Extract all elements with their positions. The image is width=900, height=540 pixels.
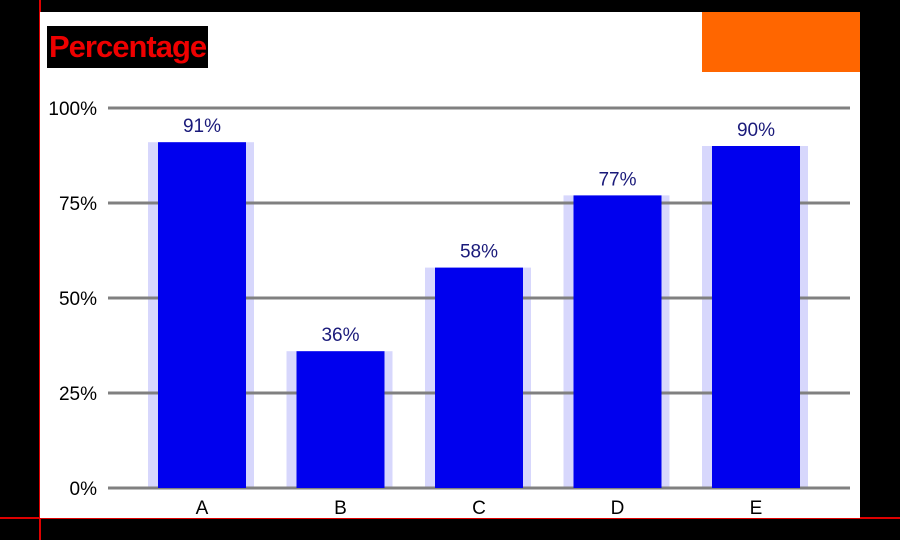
bar xyxy=(158,142,246,488)
y-tick-label: 0% xyxy=(70,479,98,500)
y-tick-label: 25% xyxy=(59,384,97,405)
y-tick-label: 100% xyxy=(48,99,97,120)
x-category-label: B xyxy=(334,498,347,519)
bar-value-label: 58% xyxy=(460,242,498,263)
legend-swatch xyxy=(702,12,860,72)
y-tick-label: 75% xyxy=(59,194,97,215)
x-category-label: C xyxy=(472,498,486,519)
x-category-label: E xyxy=(750,498,763,519)
y-tick-label: 50% xyxy=(59,289,97,310)
bar-value-label: 91% xyxy=(183,116,221,137)
bar xyxy=(573,195,662,488)
bar-value-label: 77% xyxy=(598,169,636,190)
x-category-label: D xyxy=(611,498,625,519)
bar xyxy=(435,267,523,488)
bar xyxy=(296,351,385,488)
chart-title: Percentage xyxy=(47,26,209,68)
bar-value-label: 36% xyxy=(321,325,359,346)
bar-value-label: 90% xyxy=(737,120,775,141)
x-category-label: A xyxy=(196,498,209,519)
x-axis-line xyxy=(0,517,900,519)
bar xyxy=(712,146,800,488)
